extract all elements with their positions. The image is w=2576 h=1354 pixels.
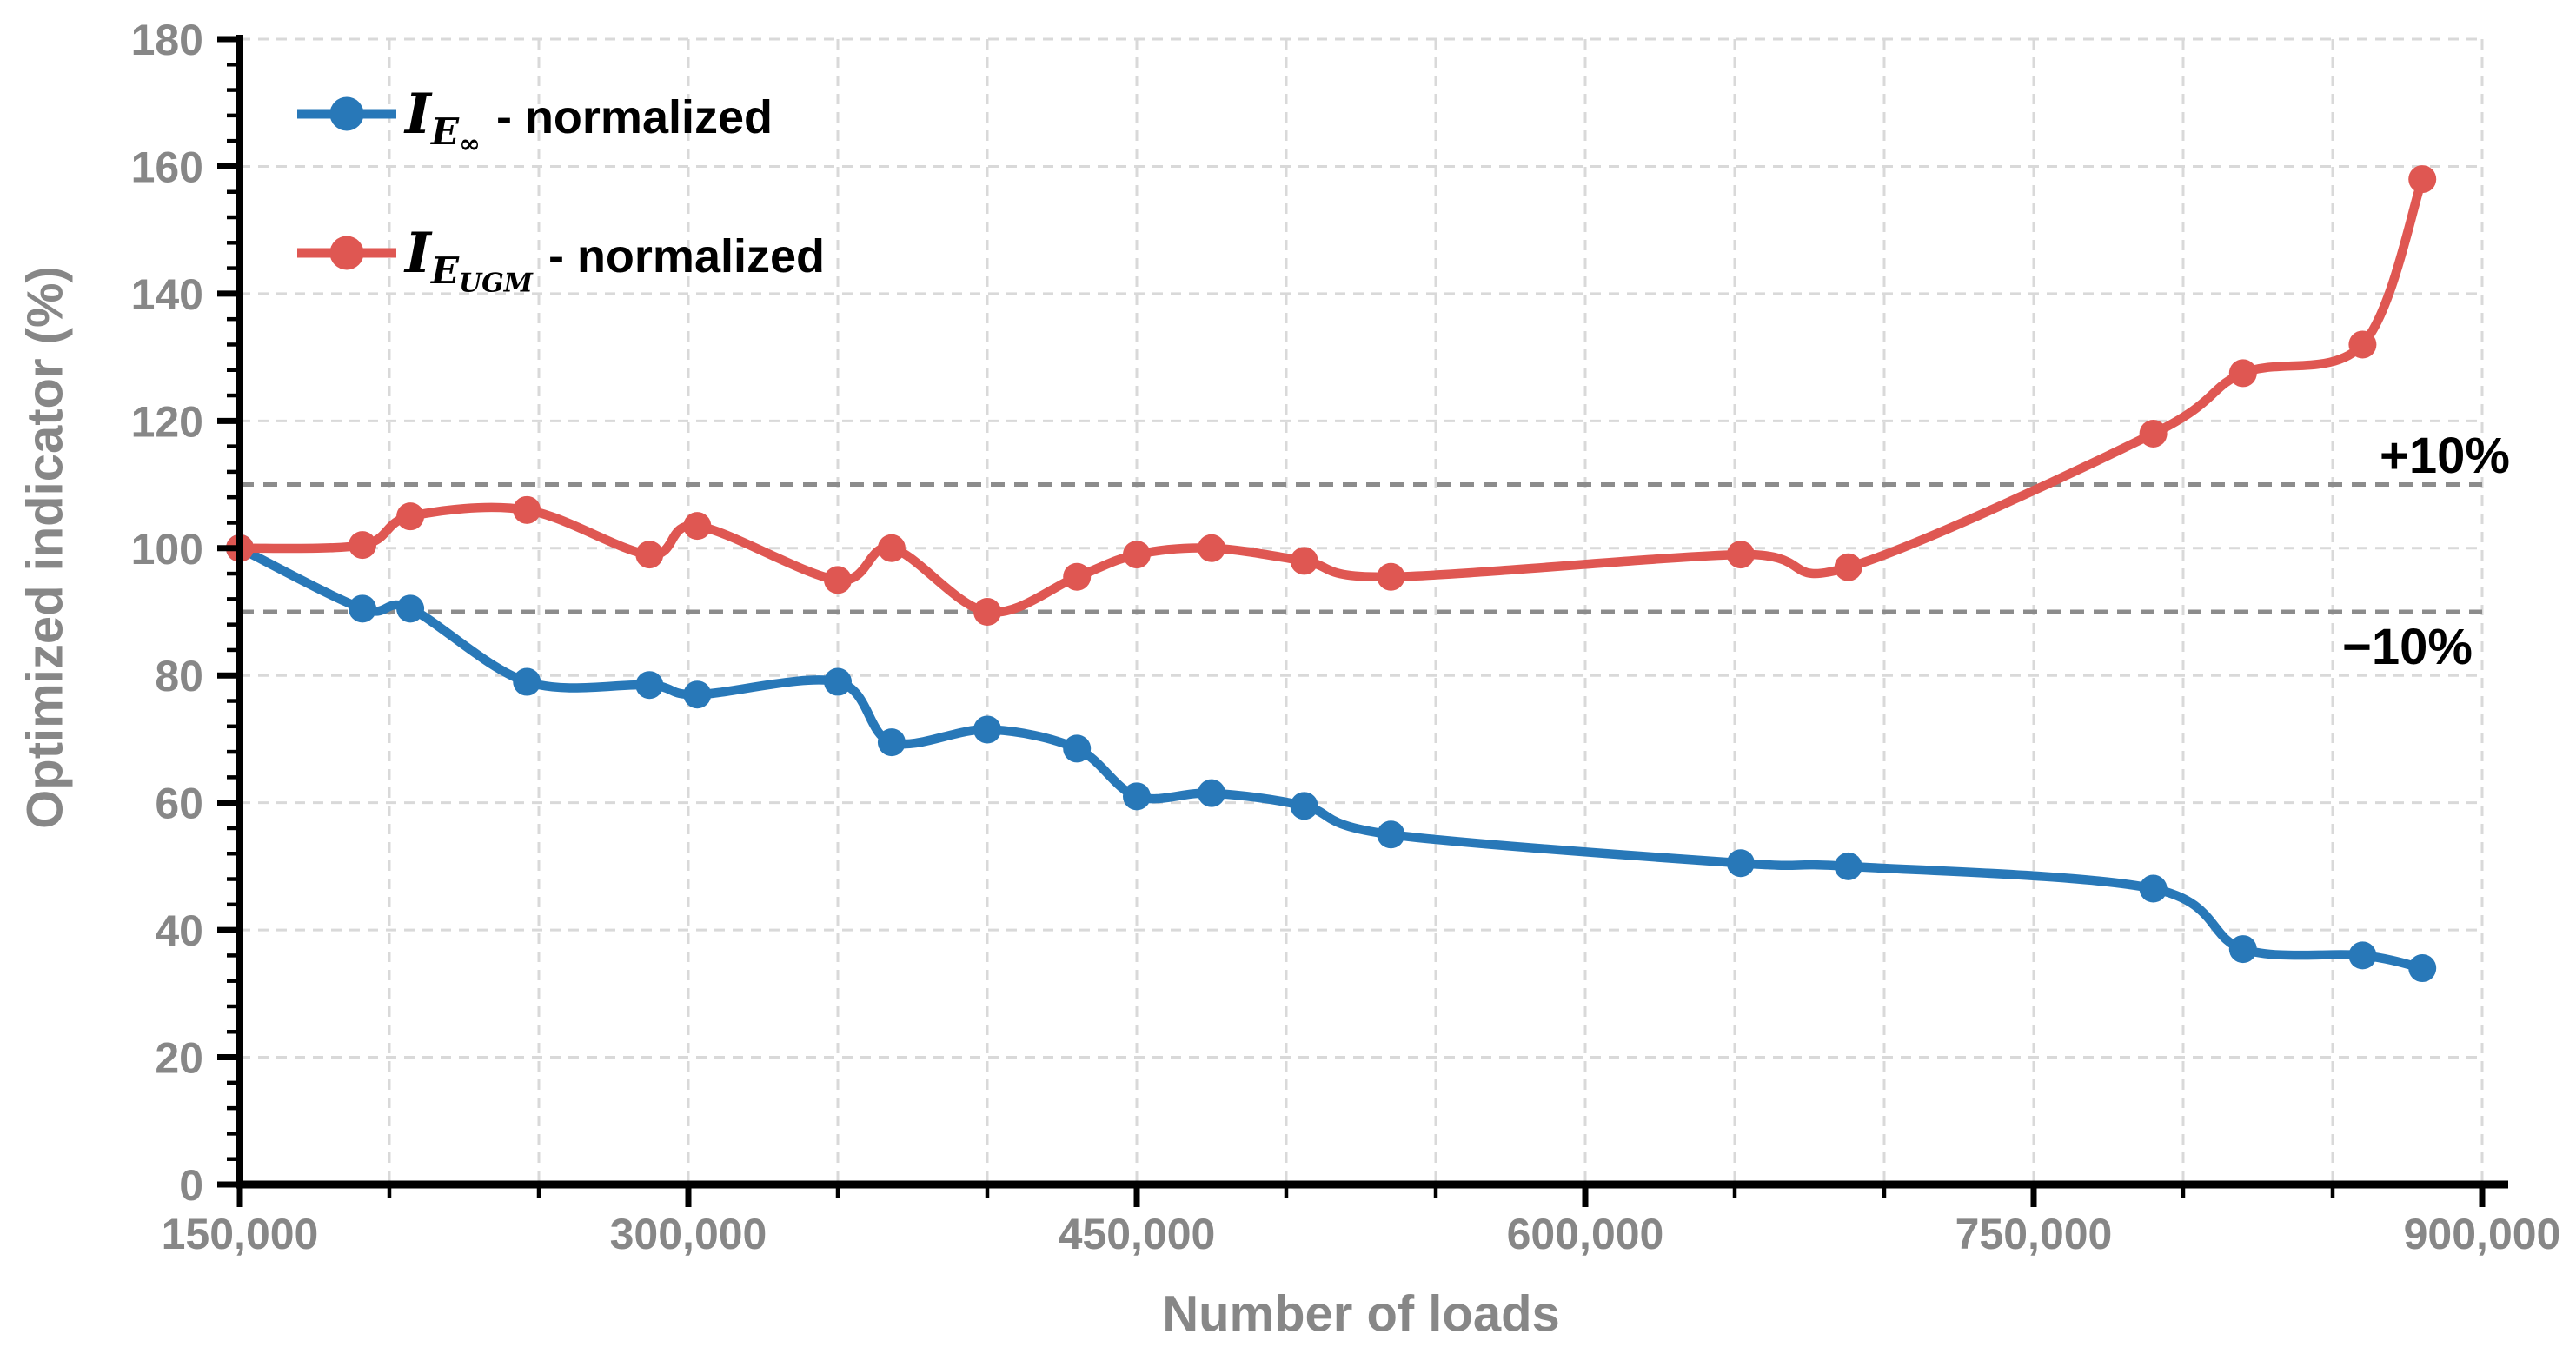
- data-point-blue: [1063, 734, 1092, 763]
- data-point-blue: [877, 728, 906, 757]
- data-point-blue: [683, 680, 712, 709]
- data-point-blue: [2228, 935, 2257, 964]
- x-tick-label: 450,000: [1059, 1210, 1216, 1258]
- data-point-blue: [1726, 849, 1755, 878]
- data-point-blue: [1377, 820, 1405, 849]
- y-tick-label: 180: [131, 16, 203, 64]
- data-point-blue: [2348, 941, 2377, 970]
- y-tick-label: 0: [179, 1161, 203, 1210]
- legend-label: IE∞- normalized: [405, 81, 773, 160]
- data-point-red: [877, 534, 906, 562]
- x-axis-title: Number of loads: [1162, 1285, 1560, 1343]
- data-point-red: [973, 598, 1001, 626]
- red-line-marker-icon: [297, 236, 396, 270]
- x-tick-label: 750,000: [1955, 1210, 2113, 1258]
- data-point-blue: [973, 715, 1001, 744]
- data-point-red: [1198, 534, 1225, 562]
- data-point-blue: [2139, 874, 2168, 903]
- data-point-red: [1726, 541, 1755, 569]
- data-point-blue: [1290, 792, 1318, 820]
- data-point-blue: [1198, 779, 1225, 807]
- legend-item-blue: IE∞- normalized: [295, 72, 773, 160]
- x-tick-label: 900,000: [2404, 1210, 2561, 1258]
- data-point-red: [635, 541, 664, 569]
- data-point-red: [683, 512, 712, 541]
- data-point-blue: [2408, 954, 2437, 983]
- y-tick-label: 80: [155, 652, 203, 700]
- data-point-blue: [635, 671, 664, 700]
- plus-10-percent-label: +10%: [2380, 428, 2510, 484]
- data-point-blue: [396, 594, 425, 623]
- y-tick-label: 140: [131, 270, 203, 319]
- data-point-red: [513, 495, 541, 524]
- data-point-blue: [824, 667, 852, 696]
- x-tick-label: 300,000: [610, 1210, 767, 1258]
- data-point-red: [824, 566, 852, 594]
- y-tick-label: 60: [155, 780, 203, 828]
- data-point-red: [1834, 553, 1862, 581]
- data-point-red: [2348, 330, 2377, 359]
- legend-item-red: IEUGM- normalized: [295, 211, 825, 299]
- data-point-blue: [1123, 782, 1151, 811]
- y-axis-title: Optimized indicator (%): [17, 266, 74, 829]
- data-point-red: [2408, 165, 2437, 194]
- data-point-blue: [349, 594, 377, 623]
- data-point-blue: [513, 667, 541, 696]
- data-point-red: [2139, 419, 2168, 448]
- x-tick-label: 150,000: [162, 1210, 319, 1258]
- series-layer: [226, 165, 2437, 983]
- tick-labels-layer: 0 20 40 60 80 100 120 140 160 180 150,000 300,000 45…: [131, 16, 2561, 1258]
- blue-line-marker-icon: [297, 96, 396, 131]
- legend-label: IEUGM- normalized: [405, 220, 825, 299]
- data-point-red: [396, 502, 425, 531]
- y-tick-label: 20: [155, 1034, 203, 1083]
- y-tick-label: 100: [131, 525, 203, 574]
- y-tick-label: 120: [131, 397, 203, 446]
- data-point-red: [2228, 359, 2257, 388]
- data-point-red: [1290, 547, 1318, 575]
- data-point-red: [1063, 562, 1092, 591]
- x-tick-label: 600,000: [1507, 1210, 1664, 1258]
- data-point-blue: [1834, 852, 1862, 880]
- axes-layer: [217, 35, 2508, 1207]
- y-tick-label: 40: [155, 906, 203, 955]
- data-point-red: [1377, 562, 1405, 591]
- data-point-red: [1123, 541, 1151, 569]
- data-point-red: [349, 531, 377, 560]
- minus-10-percent-label: −10%: [2342, 619, 2473, 675]
- y-tick-label: 160: [131, 143, 203, 191]
